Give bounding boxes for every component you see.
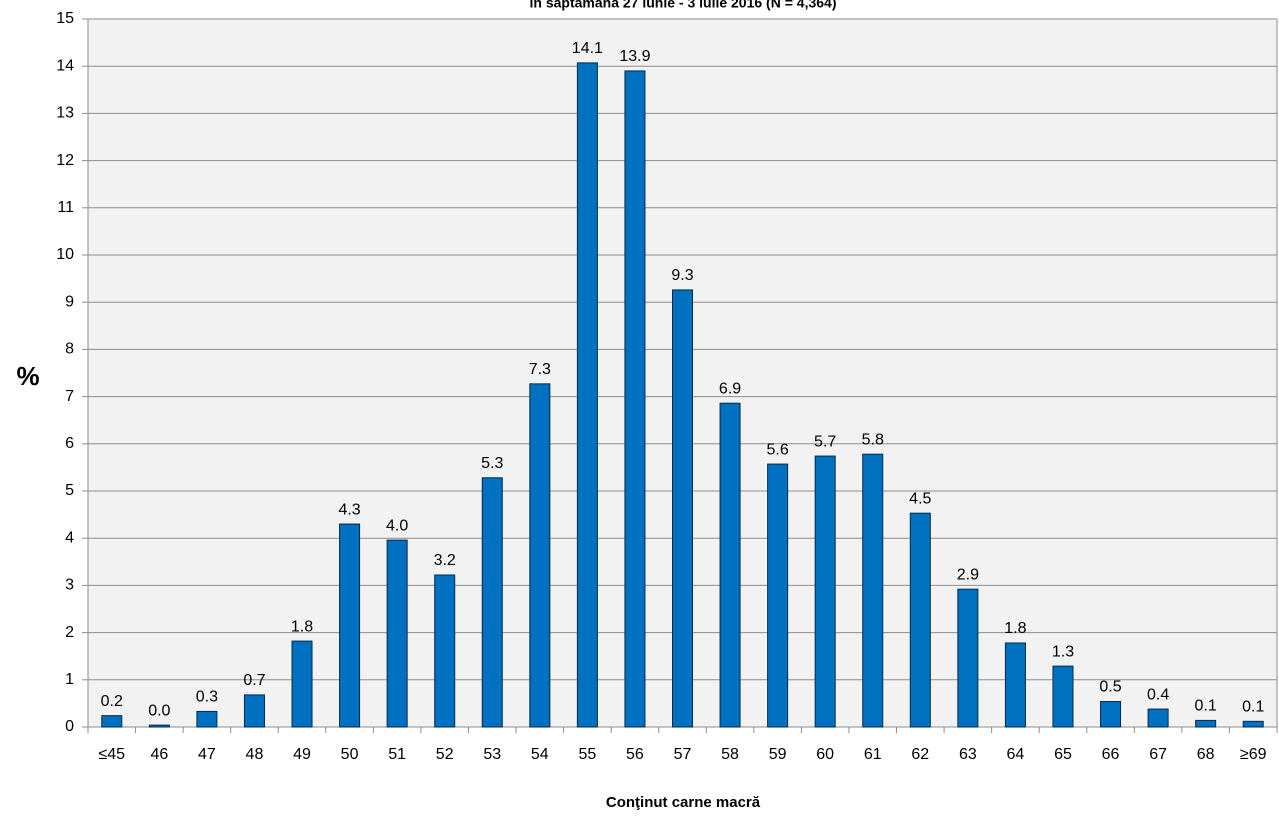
x-tick-label: 60 [816,746,834,763]
x-tick-label: 55 [578,746,596,763]
x-tick-label: 63 [959,746,977,763]
value-label: 1.3 [1052,643,1074,660]
x-tick-label: 49 [293,746,311,763]
x-tick-label: 66 [1102,746,1120,763]
value-label: 0.3 [196,689,218,706]
value-label: 0.2 [101,693,123,710]
value-label: 7.3 [529,361,551,378]
x-tick-label: 67 [1149,746,1167,763]
value-label: 6.9 [719,380,741,397]
bar [1100,701,1122,728]
x-tick-label: 53 [483,746,501,763]
x-tick-label: 56 [626,746,644,763]
x-tick-label: ≥69 [1240,746,1267,763]
bar [814,455,836,728]
value-label: 1.8 [291,618,313,635]
x-tick-label: 59 [769,746,787,763]
bar [767,463,789,728]
y-tick-label: 8 [65,341,74,358]
bar [434,574,456,728]
value-label: 9.3 [671,267,693,284]
bar [386,539,408,728]
bar [909,512,931,728]
value-label: 5.3 [481,455,503,472]
value-label: 0.4 [1147,686,1169,703]
value-label: 0.7 [243,672,265,689]
y-tick-label: 5 [65,482,74,499]
bar [624,70,646,728]
value-label: 4.5 [909,490,931,507]
x-axis-label: Conţinut carne macră [606,794,761,811]
x-tick-label: 61 [864,746,882,763]
value-label: 0.1 [1195,698,1217,715]
x-tick-label: 52 [436,746,454,763]
chart-title: în săptămâna 27 iunie - 3 iulie 2016 (N … [529,0,837,11]
bar [196,710,218,728]
bar [291,640,313,728]
value-label: 0.5 [1099,679,1121,696]
value-label: 2.9 [957,566,979,583]
y-tick-label: 2 [65,624,74,641]
x-tick-label: 54 [531,746,549,763]
value-label: 5.7 [814,433,836,450]
bar [101,715,123,728]
bar [1004,642,1026,728]
x-tick-label: 64 [1007,746,1025,763]
x-tick-label: 68 [1197,746,1215,763]
value-label: 1.8 [1004,620,1026,637]
bar [243,694,265,728]
value-label: 4.0 [386,517,408,534]
x-tick-label: 47 [198,746,216,763]
value-label: 3.2 [434,552,456,569]
x-tick-label: ≤45 [98,746,125,763]
bar [529,383,551,728]
x-tick-label: 48 [246,746,264,763]
bar [957,588,979,728]
value-label: 0.0 [148,702,170,719]
y-tick-label: 1 [65,671,74,688]
y-tick-label: 3 [65,577,74,594]
bar [148,724,170,728]
bar [719,402,741,728]
bar [1147,708,1169,728]
bar [862,453,884,728]
y-tick-label: 9 [65,293,74,310]
bar [672,289,693,728]
value-label: 0.1 [1242,699,1264,716]
bar [1052,665,1074,728]
value-label: 13.9 [619,48,650,65]
y-tick-label: 10 [56,246,74,263]
y-tick-label: 14 [56,57,74,74]
x-tick-label: 57 [674,746,692,763]
value-label: 5.8 [862,431,884,448]
value-label: 5.6 [766,441,788,458]
bar [576,62,598,728]
y-tick-label: 6 [65,435,74,452]
y-tick-label: 11 [57,199,74,216]
y-axis-label: % [16,361,39,391]
y-tick-label: 15 [56,10,74,27]
y-tick-label: 4 [65,529,74,546]
x-tick-label: 46 [150,746,168,763]
value-label: 4.3 [338,501,360,518]
bar [481,477,503,728]
bar [339,523,361,728]
bar [1242,720,1264,728]
y-tick-label: 13 [56,105,74,122]
x-tick-label: 62 [911,746,929,763]
x-tick-label: 50 [341,746,359,763]
y-tick-label: 7 [65,388,74,405]
value-label: 14.1 [572,40,603,57]
bar [1195,719,1217,728]
x-tick-label: 58 [721,746,739,763]
y-tick-label: 12 [56,152,74,169]
x-tick-label: 65 [1054,746,1072,763]
y-tick-label: 0 [65,718,74,735]
x-tick-label: 51 [388,746,406,763]
